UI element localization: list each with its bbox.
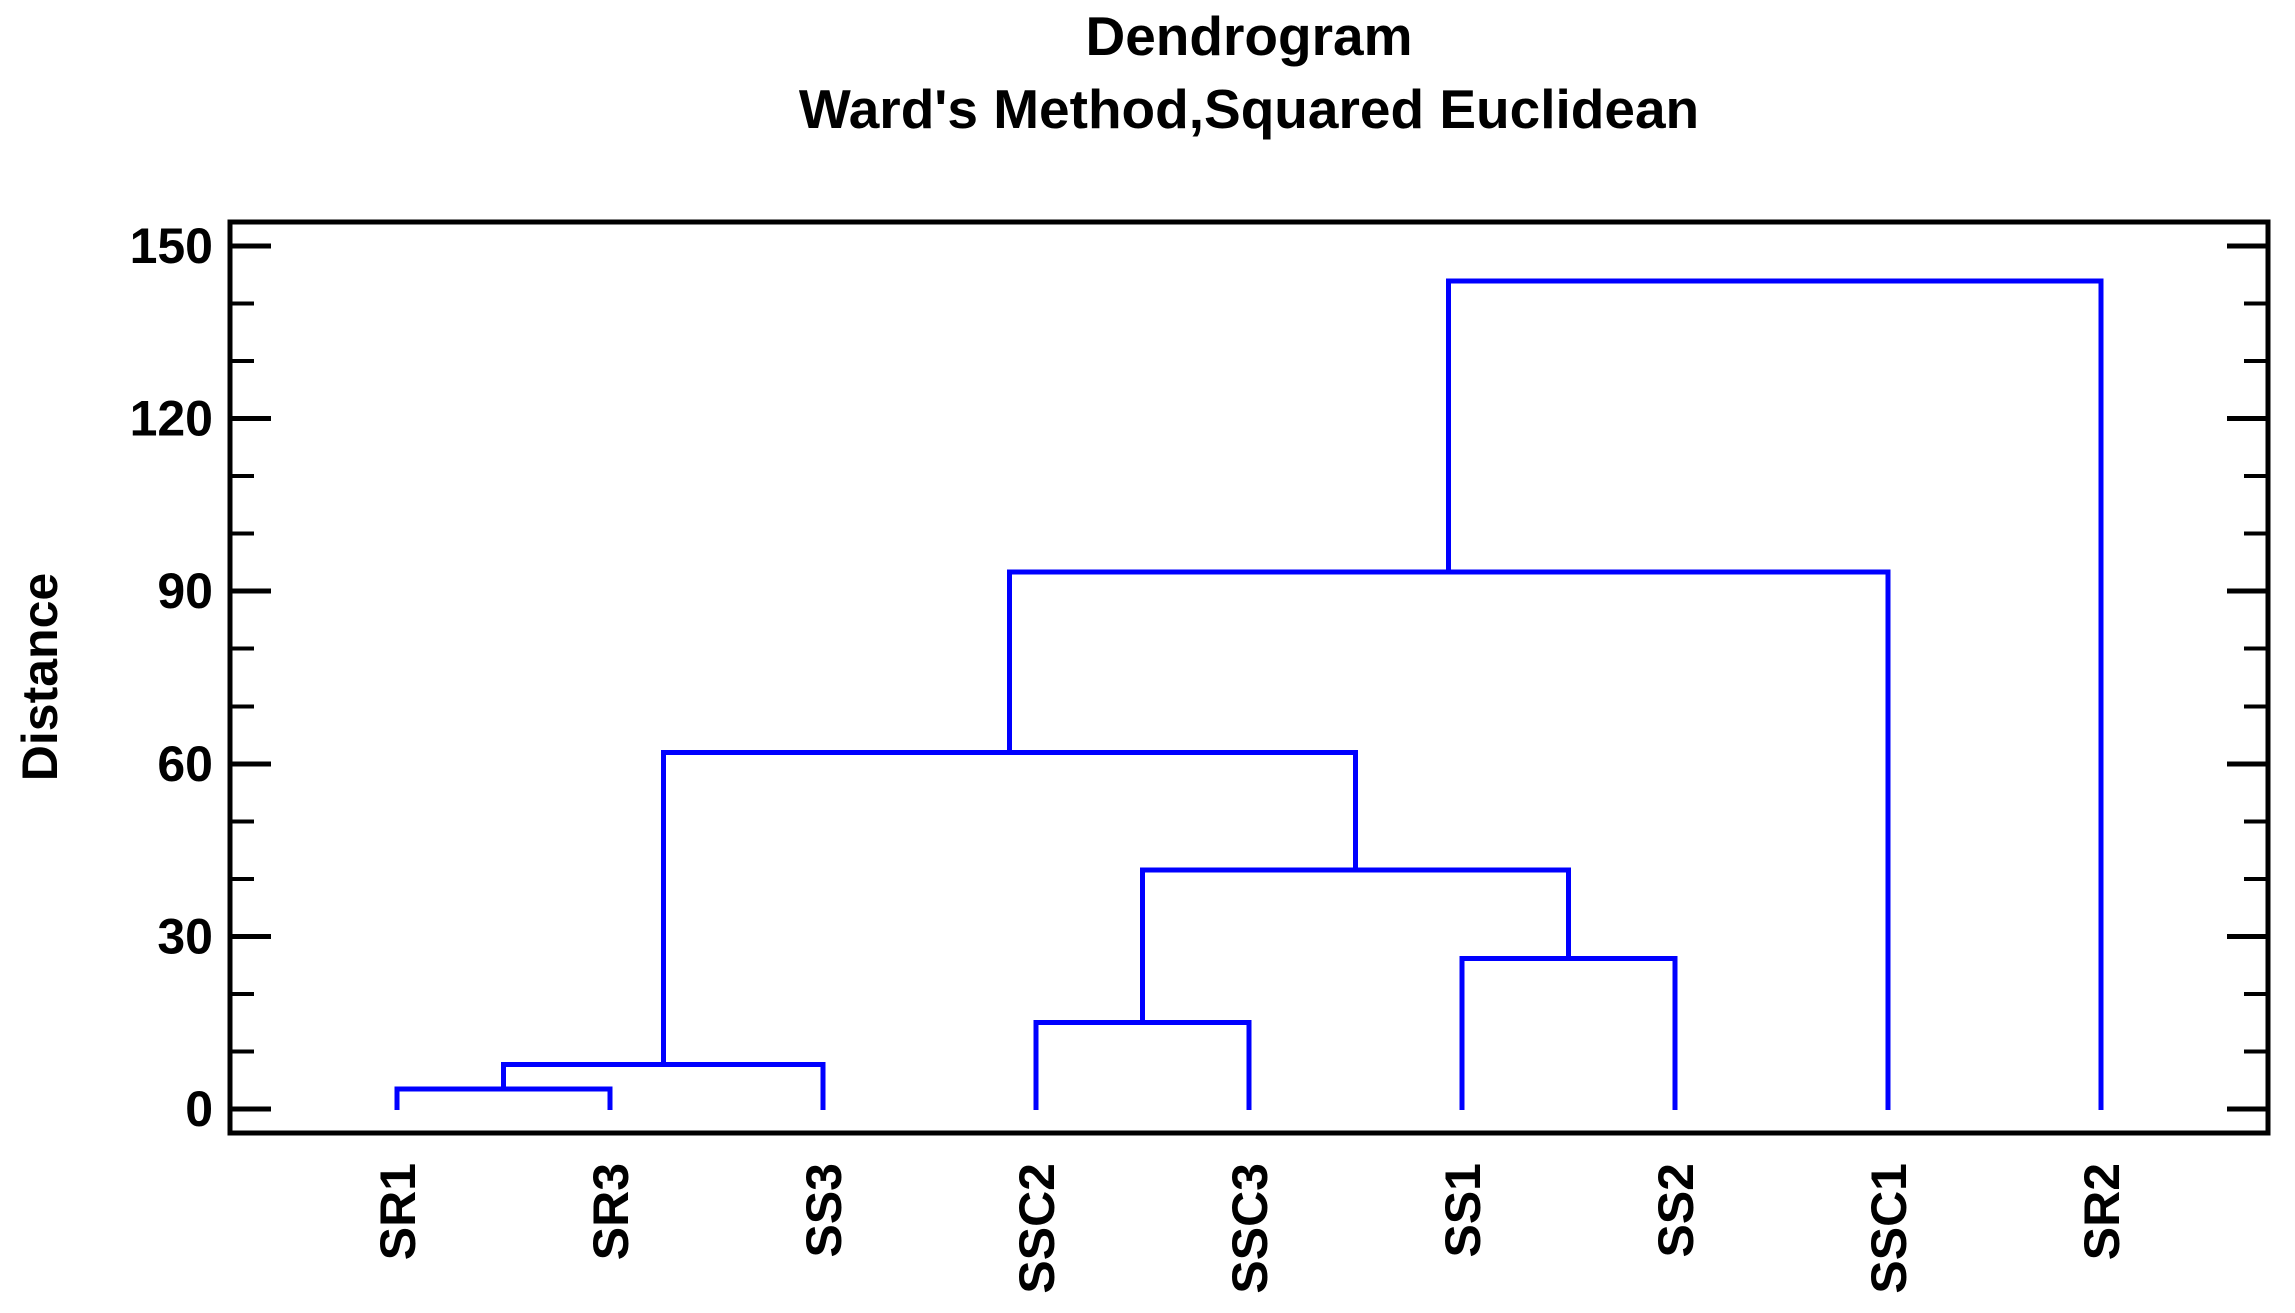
dendrogram-tree <box>394 278 2104 1110</box>
dendrogram-link <box>501 1062 826 1110</box>
chart-title: Dendrogram <box>1086 5 1413 67</box>
y-tick-label: 0 <box>185 1081 213 1137</box>
axis-labels-group: 0 30 60 90 120 150 SR1 SR3 SS3 SSC2 SSC3 SS1 SS2 SSC1… <box>130 218 2130 1294</box>
chart-subtitle: Ward's Method,Squared Euclidean <box>799 78 1699 140</box>
dendrogram-link <box>1459 955 1678 1110</box>
x-leaf-label: SS1 <box>1435 1163 1491 1258</box>
y-tick-label: 120 <box>130 391 213 447</box>
x-leaf-label: SR3 <box>583 1163 639 1260</box>
y-tick-label: 150 <box>130 218 213 274</box>
x-leaf-label: SSC1 <box>1861 1163 1917 1294</box>
dendrogram-link <box>1006 569 1891 1110</box>
y-tick-label: 30 <box>157 908 213 964</box>
axis-ticks-group <box>230 243 2268 1112</box>
x-leaf-label: SSC2 <box>1009 1163 1065 1294</box>
x-leaf-label: SR2 <box>2074 1163 2130 1260</box>
dendrogram-link <box>1140 867 1571 1023</box>
dendrogram-link <box>660 749 1358 1065</box>
x-leaf-label: SR1 <box>370 1163 426 1260</box>
y-tick-label: 90 <box>157 563 213 619</box>
x-leaf-label: SS2 <box>1648 1163 1704 1258</box>
y-axis-title: Distance <box>12 573 68 781</box>
dendrogram-link <box>1033 1020 1252 1110</box>
y-tick-label: 60 <box>157 736 213 792</box>
dendrogram-link <box>394 1086 613 1110</box>
dendrogram-link <box>1446 278 2104 1110</box>
x-leaf-label: SSC3 <box>1222 1163 1278 1294</box>
x-leaf-label: SS3 <box>796 1163 852 1258</box>
plot-frame <box>227 219 2271 1136</box>
